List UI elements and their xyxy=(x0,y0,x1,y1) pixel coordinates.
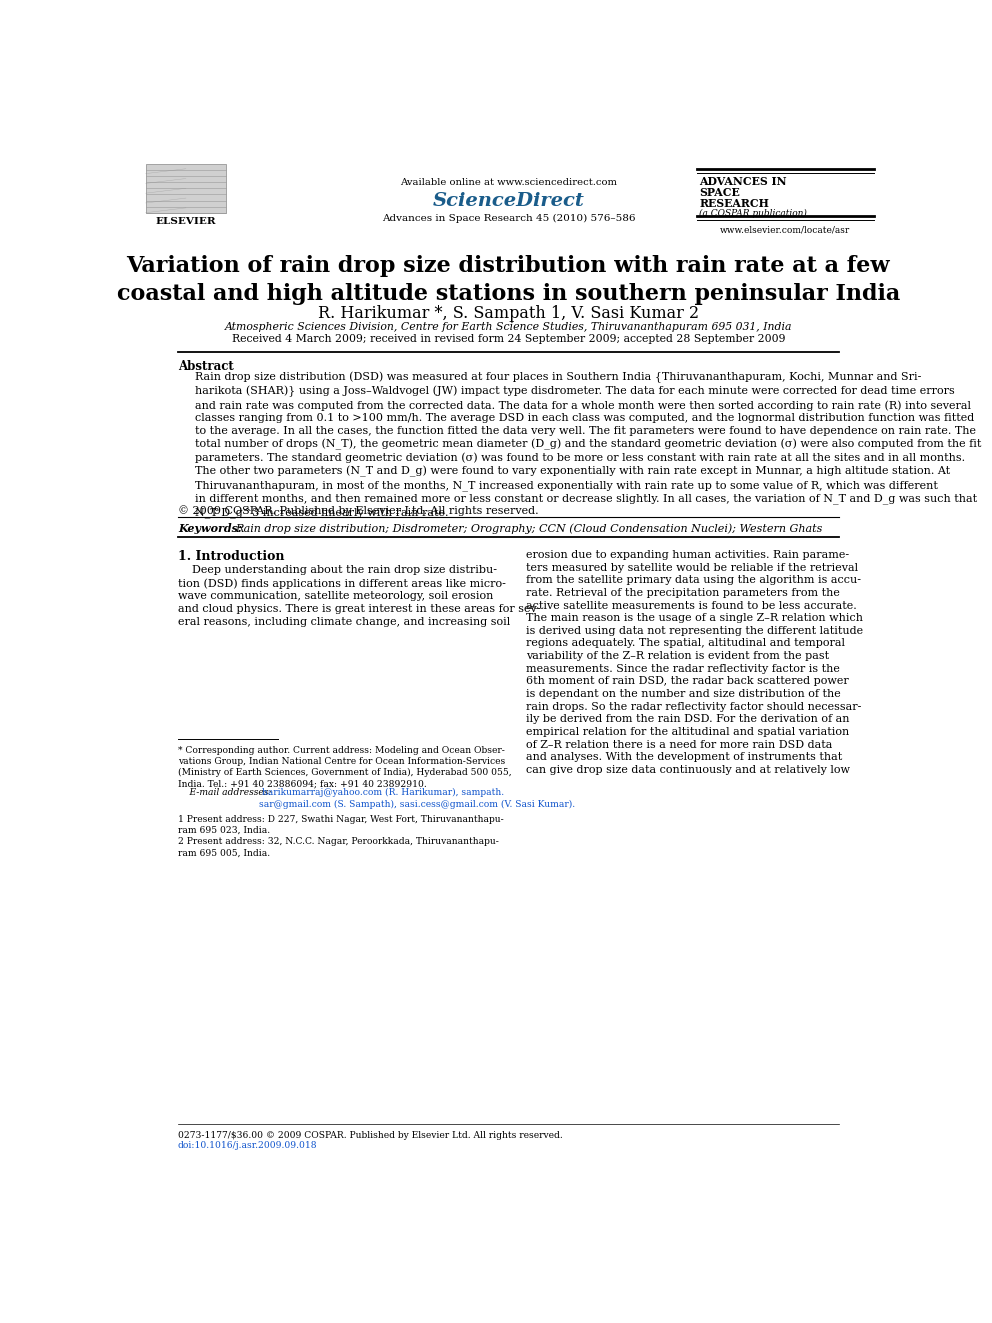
Text: Rain drop size distribution; Disdrometer; Orography; CCN (Cloud Condensation Nuc: Rain drop size distribution; Disdrometer… xyxy=(235,524,822,534)
Bar xyxy=(146,164,226,213)
Text: erosion due to expanding human activities. Rain parame-
ters measured by satelli: erosion due to expanding human activitie… xyxy=(526,550,863,775)
Text: Atmospheric Sciences Division, Centre for Earth Science Studies, Thiruvananthapu: Atmospheric Sciences Division, Centre fo… xyxy=(224,321,793,332)
Text: (a COSPAR publication): (a COSPAR publication) xyxy=(699,209,806,218)
Text: ELSEVIER: ELSEVIER xyxy=(156,217,216,226)
Text: * Corresponding author. Current address: Modeling and Ocean Obser-
vations Group: * Corresponding author. Current address:… xyxy=(178,746,512,789)
Text: harikumarraj@yahoo.com (R. Harikumar), sampath.
sar@gmail.com (S. Sampath), sasi: harikumarraj@yahoo.com (R. Harikumar), s… xyxy=(259,789,574,808)
Text: 1. Introduction: 1. Introduction xyxy=(178,550,285,564)
Text: doi:10.1016/j.asr.2009.09.018: doi:10.1016/j.asr.2009.09.018 xyxy=(178,1140,317,1150)
Text: 2 Present address: 32, N.C.C. Nagar, Peroorkkada, Thiruvananthapu-
ram 695 005, : 2 Present address: 32, N.C.C. Nagar, Per… xyxy=(178,837,499,857)
Text: Variation of rain drop size distribution with rain rate at a few
coastal and hig: Variation of rain drop size distribution… xyxy=(117,254,900,306)
Text: ScienceDirect: ScienceDirect xyxy=(433,192,584,210)
Text: RESEARCH: RESEARCH xyxy=(699,198,769,209)
Text: www.elsevier.com/locate/asr: www.elsevier.com/locate/asr xyxy=(720,226,850,235)
Text: Advances in Space Research 45 (2010) 576–586: Advances in Space Research 45 (2010) 576… xyxy=(382,214,635,222)
Text: 1 Present address: D 227, Swathi Nagar, West Fort, Thiruvananthapu-
ram 695 023,: 1 Present address: D 227, Swathi Nagar, … xyxy=(178,815,504,835)
Text: E-mail addresses:: E-mail addresses: xyxy=(178,789,272,798)
Text: Deep understanding about the rain drop size distribu-
tion (DSD) finds applicati: Deep understanding about the rain drop s… xyxy=(178,565,541,627)
Text: Rain drop size distribution (DSD) was measured at four places in Southern India : Rain drop size distribution (DSD) was me… xyxy=(194,372,981,517)
Text: ADVANCES IN: ADVANCES IN xyxy=(699,176,787,187)
Text: R. Harikumar *, S. Sampath 1, V. Sasi Kumar 2: R. Harikumar *, S. Sampath 1, V. Sasi Ku… xyxy=(317,306,699,323)
Text: Keywords:: Keywords: xyxy=(178,524,242,534)
Text: Abstract: Abstract xyxy=(178,360,233,373)
Text: SPACE: SPACE xyxy=(699,188,740,198)
Text: Received 4 March 2009; received in revised form 24 September 2009; accepted 28 S: Received 4 March 2009; received in revis… xyxy=(232,333,785,344)
Text: © 2009 COSPAR. Published by Elsevier Ltd. All rights reserved.: © 2009 COSPAR. Published by Elsevier Ltd… xyxy=(178,505,539,516)
Text: Available online at www.sciencedirect.com: Available online at www.sciencedirect.co… xyxy=(400,179,617,187)
Text: 0273-1177/$36.00 © 2009 COSPAR. Published by Elsevier Ltd. All rights reserved.: 0273-1177/$36.00 © 2009 COSPAR. Publishe… xyxy=(178,1131,562,1139)
